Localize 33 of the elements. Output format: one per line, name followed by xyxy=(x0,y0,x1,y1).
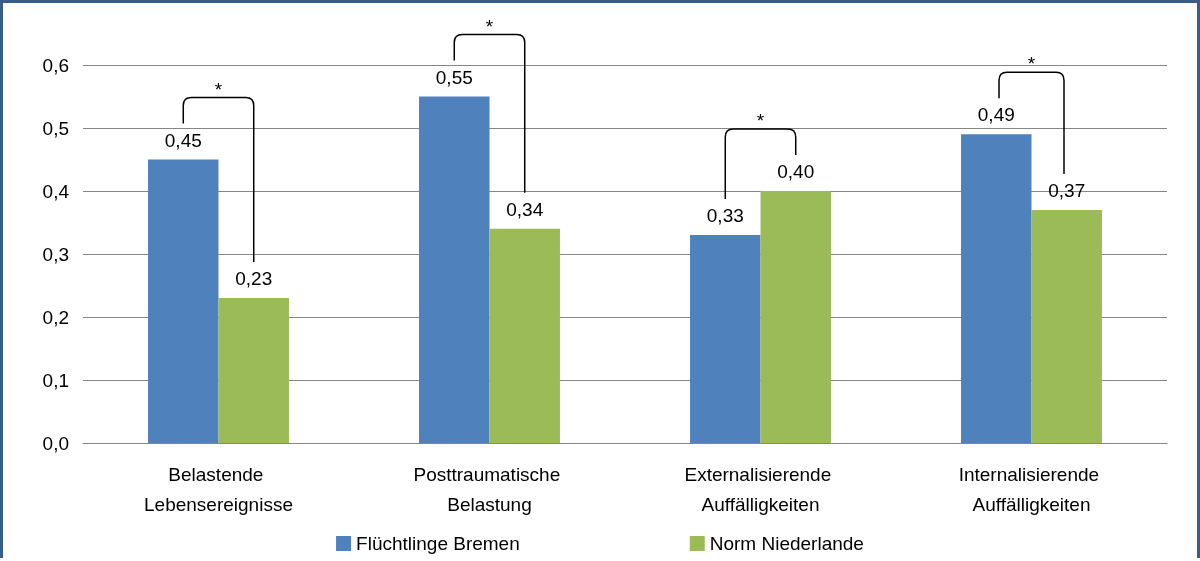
bar xyxy=(760,191,831,443)
data-label: 0,34 xyxy=(506,198,544,220)
data-label: 0,33 xyxy=(706,205,744,227)
data-label: 0,37 xyxy=(1048,179,1086,201)
annotation: * xyxy=(1027,53,1036,75)
annotation: * xyxy=(756,110,765,131)
y-tick-label: 0,2 xyxy=(42,306,69,328)
y-tick-label: 0,0 xyxy=(42,432,69,454)
x-tick-label: Externalisierende Auffälligkeiten xyxy=(684,463,837,515)
x-tick-label: Internalisierende Auffälligkeiten xyxy=(958,463,1105,515)
data-label: 0,40 xyxy=(777,161,815,182)
bar xyxy=(961,134,1032,443)
bar xyxy=(148,159,219,443)
data-label: 0,49 xyxy=(977,104,1015,126)
x-tick-label: Belastende Lebensereignisse xyxy=(144,463,293,515)
y-tick-label: 0,5 xyxy=(42,117,69,139)
text: * xyxy=(485,15,494,37)
y-tick-label: 0,4 xyxy=(42,180,70,202)
bar xyxy=(218,298,289,443)
bar xyxy=(1031,209,1102,443)
y-tick-label: 0,6 xyxy=(42,54,69,76)
y-tick-label: 0,1 xyxy=(42,369,69,391)
annotation: * xyxy=(214,78,223,100)
bar xyxy=(489,228,560,443)
data-label: 0,55 xyxy=(435,66,473,88)
data-label: 0,23 xyxy=(235,268,273,290)
x-tick-label: Posttraumatische Belastung xyxy=(413,463,566,515)
bar xyxy=(690,235,761,443)
legend-label: Norm Niederlande xyxy=(709,533,864,554)
legend-label: Flüchtlinge Bremen xyxy=(356,533,520,554)
y-tick-label: 0,3 xyxy=(42,243,69,265)
bar xyxy=(419,96,490,443)
data-label: 0,45 xyxy=(164,129,202,151)
